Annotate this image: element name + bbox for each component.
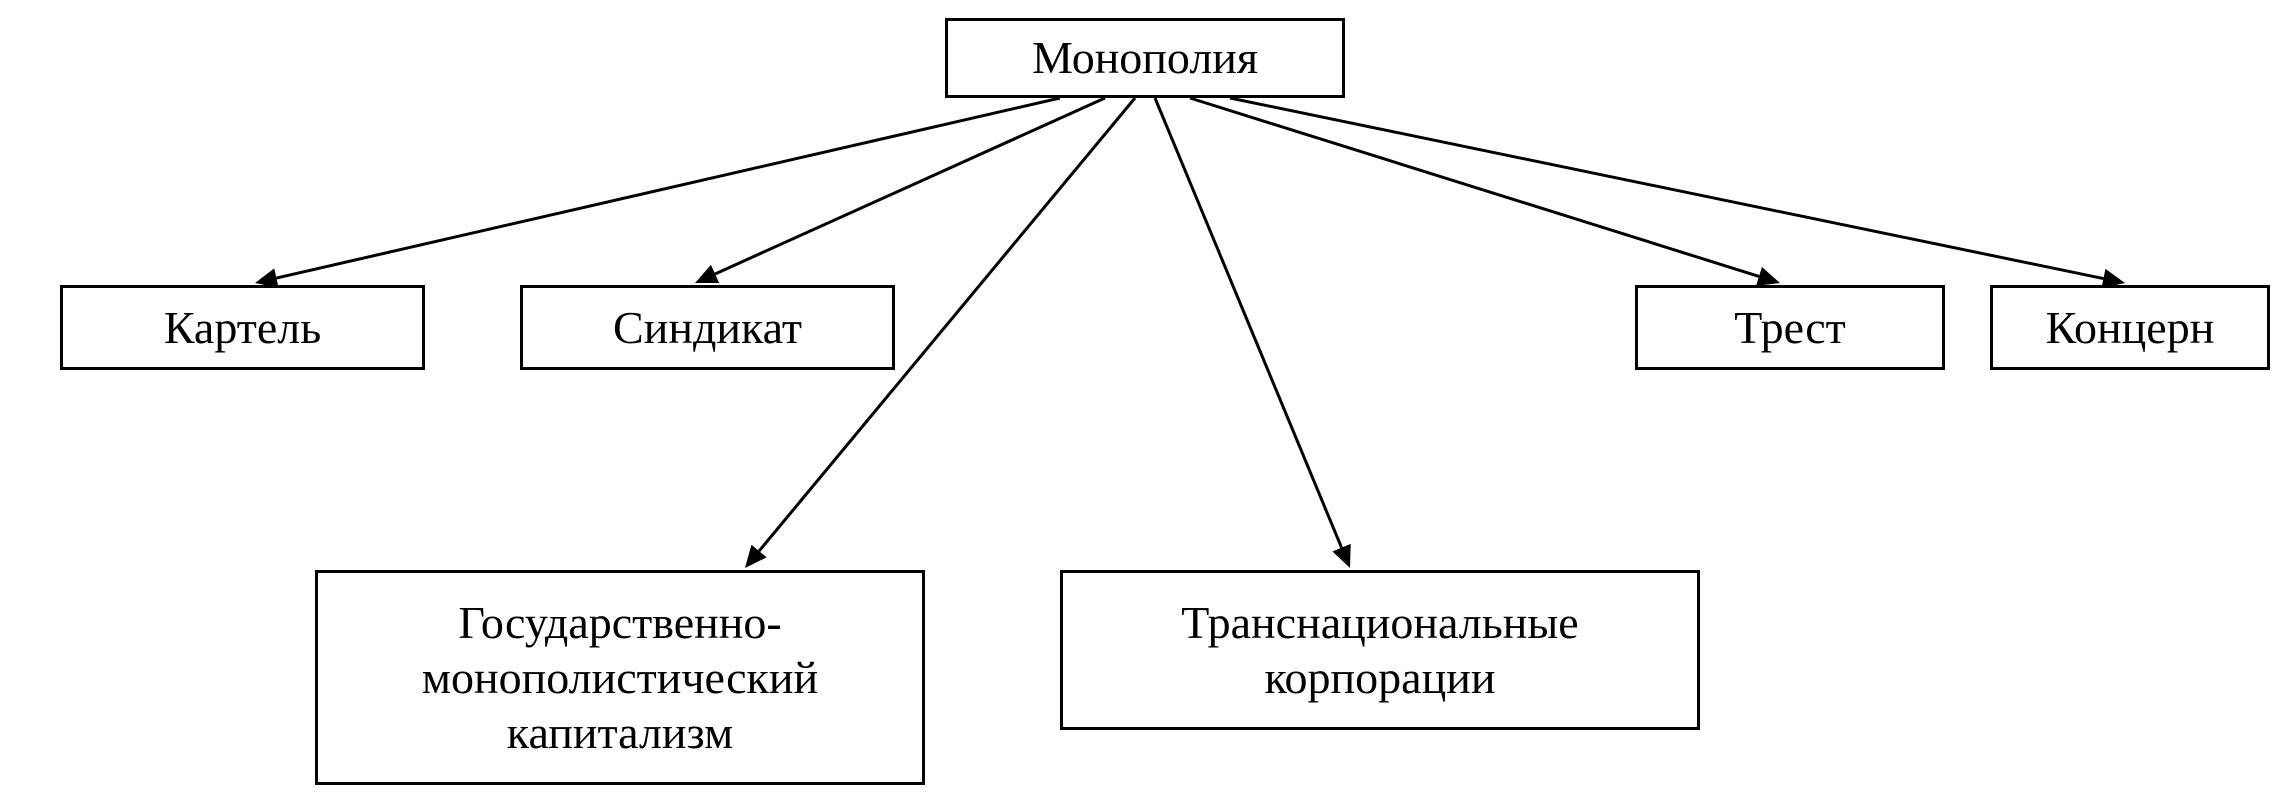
node-label: Синдикат [613, 300, 802, 355]
monopoly-diagram: Монополия Картель Синдикат Трест Концерн Госу… [0, 0, 2279, 809]
node-root: Монополия [945, 18, 1345, 98]
node-label: Картель [164, 300, 321, 355]
node-label: Концерн [2046, 300, 2215, 355]
node-concern: Концерн [1990, 285, 2270, 370]
edge-root-cartel [276, 98, 1060, 278]
node-label: Государственно- монополистический капита… [422, 595, 818, 761]
node-label: Трест [1734, 300, 1845, 355]
edge-root-syndic [715, 98, 1105, 274]
arrowhead-icon [695, 265, 719, 283]
node-cartel: Картель [60, 285, 425, 370]
arrowhead-icon [1332, 544, 1350, 568]
edge-root-concern [1230, 98, 2103, 279]
node-trust: Трест [1635, 285, 1945, 370]
node-statecap: Государственно- монополистический капита… [315, 570, 925, 785]
node-label: Транснациональные корпорации [1181, 595, 1578, 705]
node-tnc: Транснациональные корпорации [1060, 570, 1700, 730]
node-syndic: Синдикат [520, 285, 895, 370]
arrowhead-icon [745, 545, 767, 568]
edge-root-trust [1190, 98, 1759, 276]
arrowhead-icon [1756, 267, 1780, 286]
edge-root-tnc [1155, 98, 1342, 548]
node-label: Монополия [1032, 30, 1258, 85]
